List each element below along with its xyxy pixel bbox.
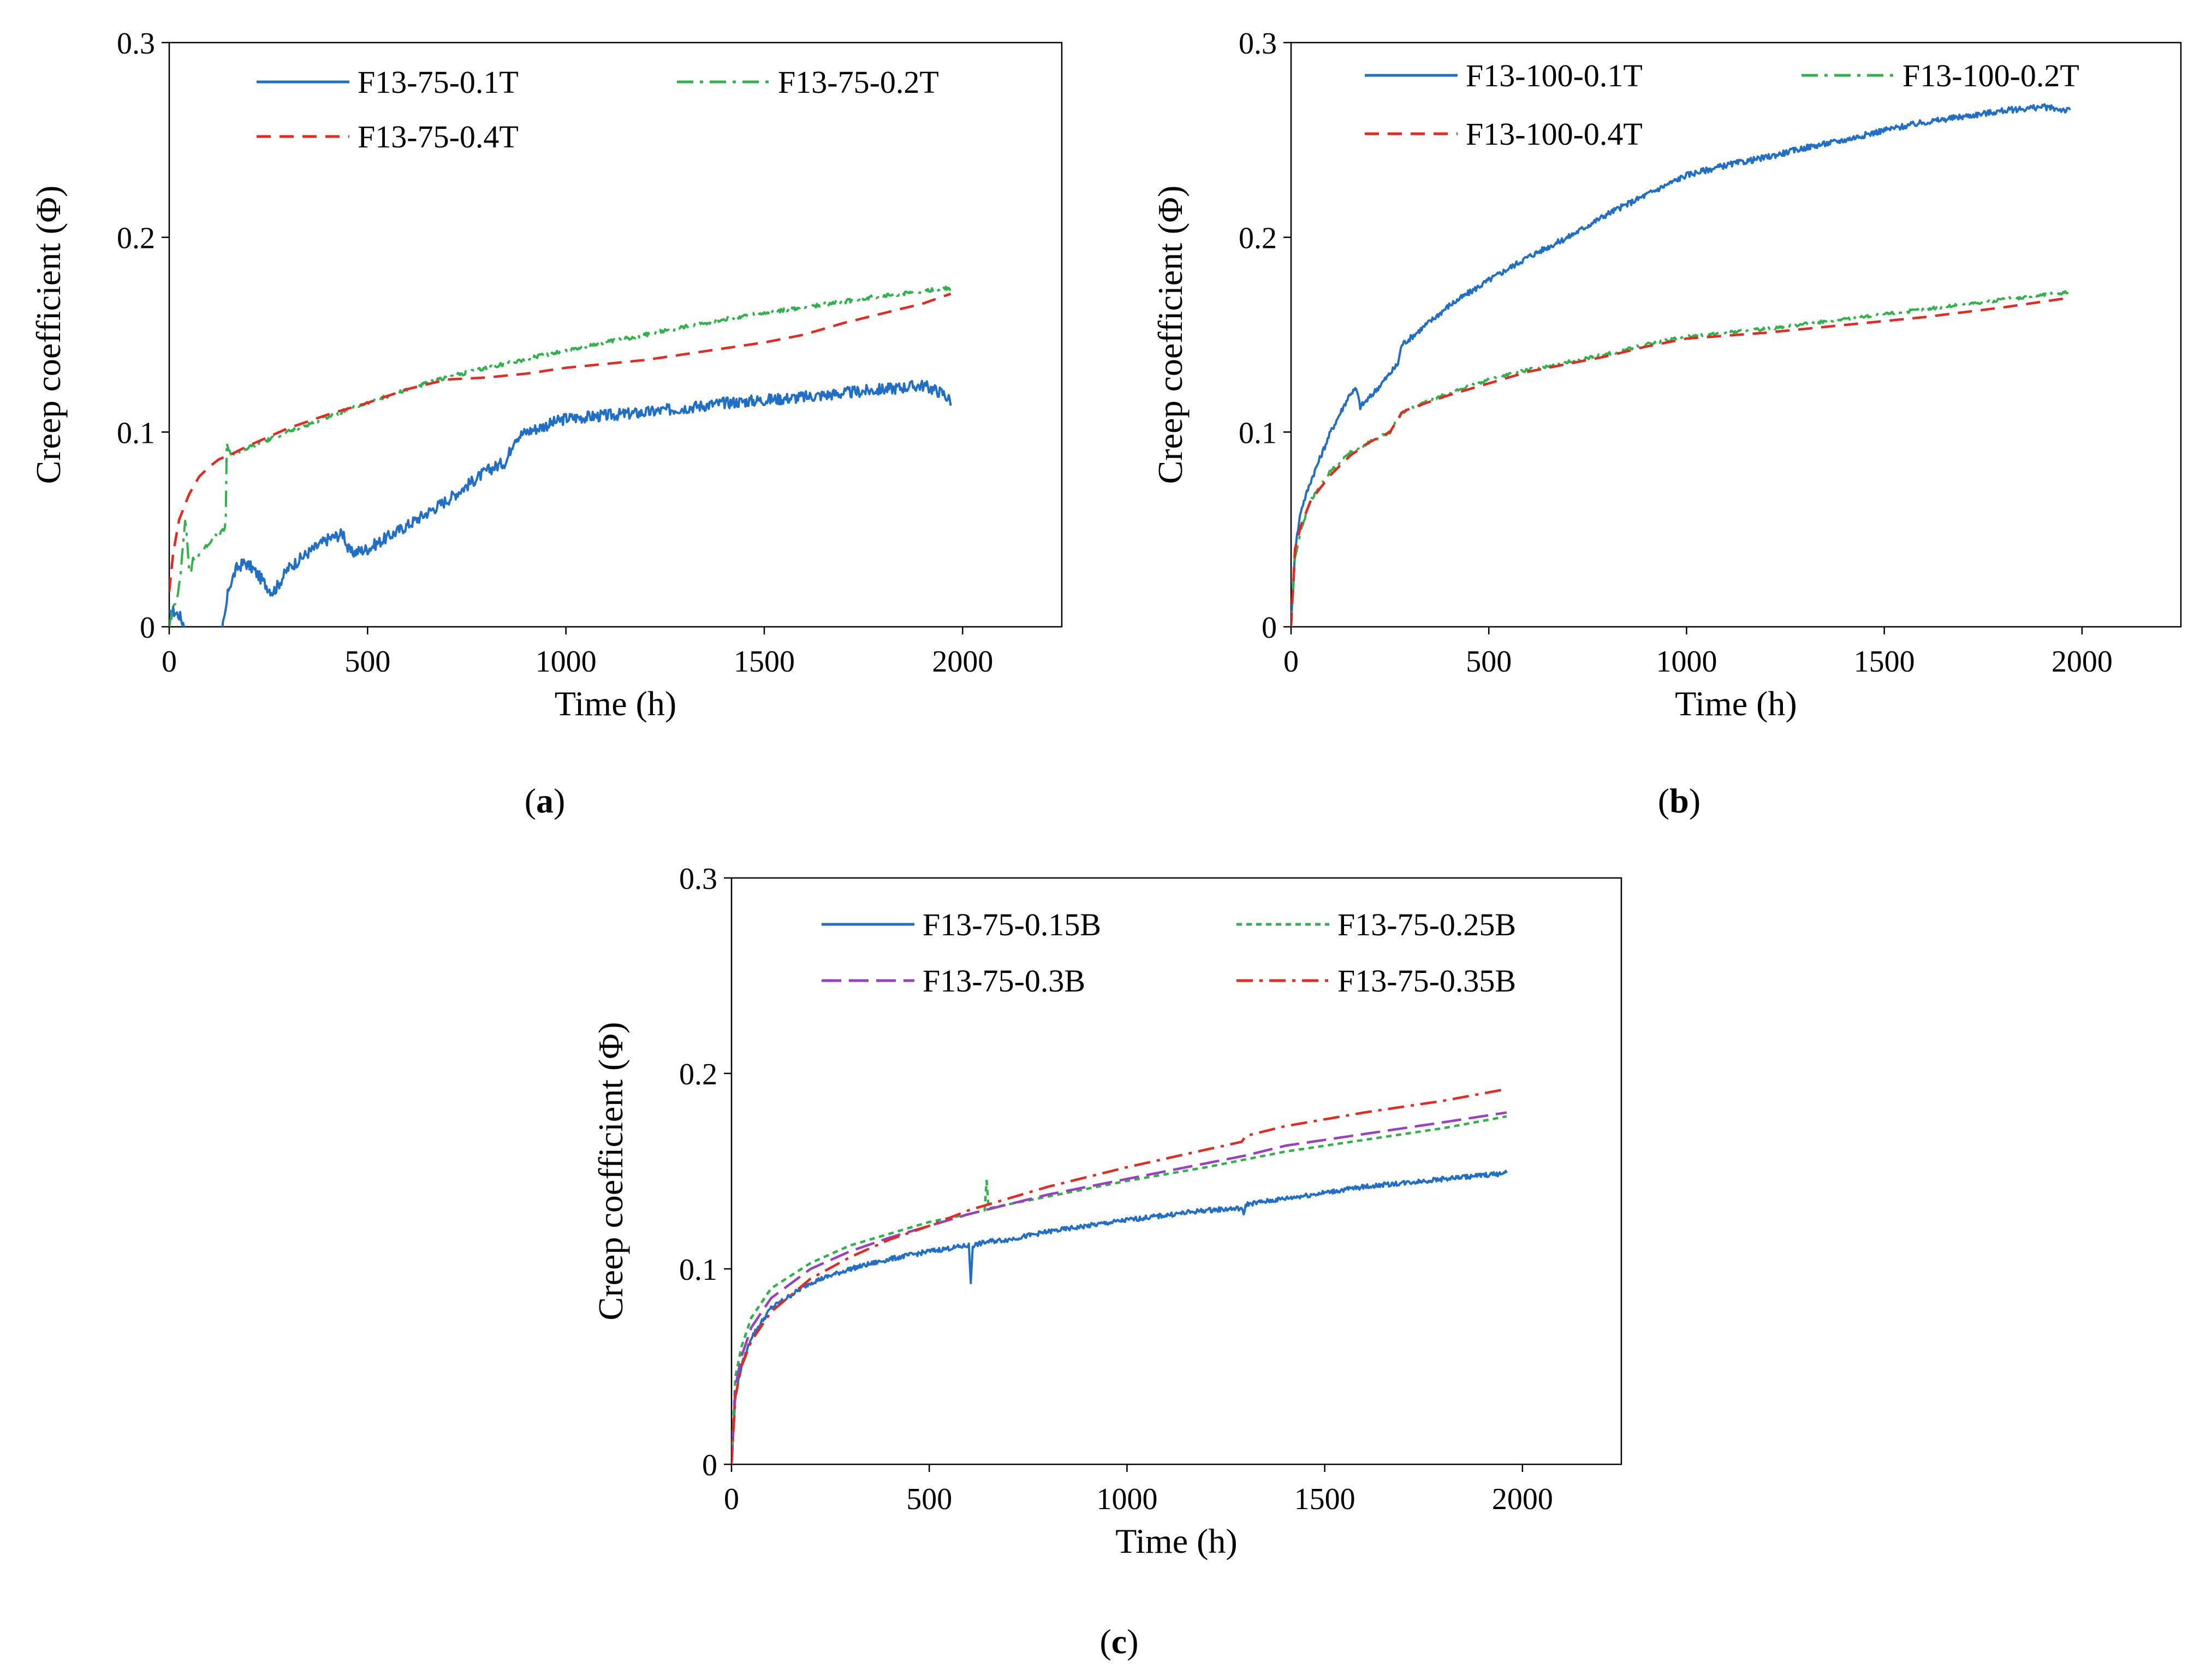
legend-label: F13-75-0.15B <box>923 907 1101 942</box>
series-group <box>169 286 952 627</box>
y-tick-label: 0.3 <box>1239 27 1277 61</box>
legend-label: F13-100-0.2T <box>1902 58 2079 93</box>
x-tick-label: 0 <box>162 645 177 679</box>
series-line <box>169 379 952 627</box>
y-tick-label: 0.3 <box>117 27 155 61</box>
y-tick-label: 0.1 <box>117 416 155 450</box>
y-tick-label: 0.2 <box>1239 222 1277 256</box>
y-tick-label: 0 <box>702 1449 717 1482</box>
x-axis-label: Time (h) <box>555 684 676 723</box>
caption-open-paren: ( <box>1658 781 1669 820</box>
x-tick-label: 500 <box>344 645 390 679</box>
x-tick-label: 1500 <box>1294 1482 1355 1516</box>
series-line <box>732 1111 1507 1464</box>
plot-frame <box>730 877 1622 1465</box>
y-tick-label: 0.2 <box>117 222 155 256</box>
y-tick-label: 0.2 <box>679 1058 717 1091</box>
x-axis-label: Time (h) <box>1115 1522 1237 1560</box>
y-tick-label: 0.1 <box>679 1253 717 1287</box>
x-tick-label: 2000 <box>2052 645 2113 679</box>
chart-c: 0 500 1000 1500 2000 0 0.1 0.2 0.3 Time (h) Creep … <box>591 862 1622 1661</box>
panel-caption: (c) <box>1099 1622 1138 1661</box>
legend-label: F13-75-0.4T <box>358 119 519 155</box>
x-tick-label: 2000 <box>1492 1482 1553 1516</box>
caption-close-paren: ) <box>554 781 565 820</box>
series-line <box>169 292 952 592</box>
legend-label: F13-75-0.25B <box>1337 907 1516 942</box>
x-tick-label: 1000 <box>1096 1482 1157 1516</box>
x-tick-label: 0 <box>724 1482 739 1516</box>
y-tick-label: 0 <box>1262 611 1277 645</box>
caption-letter: b <box>1669 781 1689 820</box>
caption-close-paren: ) <box>1689 781 1700 820</box>
x-axis-label: Time (h) <box>1675 684 1797 723</box>
x-tick-label: 500 <box>1466 645 1512 679</box>
series-line <box>732 1115 1507 1464</box>
panel-caption: (a) <box>525 781 566 820</box>
caption-letter: c <box>1111 1622 1127 1661</box>
legend-label: F13-75-0.35B <box>1337 963 1516 999</box>
series-line <box>1291 103 2071 627</box>
legend-label: F13-100-0.1T <box>1466 58 1643 93</box>
series-group <box>732 1088 1508 1464</box>
series-line <box>732 1170 1508 1464</box>
caption-letter: a <box>536 781 554 820</box>
x-tick-label: 1000 <box>1656 645 1717 679</box>
series-line <box>1291 296 2071 627</box>
caption-close-paren: ) <box>1127 1622 1138 1661</box>
legend-label: F13-75-0.3B <box>923 963 1085 999</box>
x-tick-label: 2000 <box>932 645 993 679</box>
y-tick-label: 0.1 <box>1239 416 1277 450</box>
panel-caption: (b) <box>1658 781 1700 820</box>
y-axis-label: Creep coefficient (Φ) <box>591 1022 630 1321</box>
legend-label: F13-75-0.2T <box>778 64 939 100</box>
legend-label: F13-75-0.1T <box>358 64 519 100</box>
series-group <box>1291 103 2071 627</box>
legend-label: F13-100-0.4T <box>1466 116 1643 152</box>
plot-frame <box>168 41 1063 628</box>
x-tick-label: 1500 <box>1854 645 1915 679</box>
chart-a: 0 500 1000 1500 2000 0 0.1 0.2 0.3 Time (h) Creep … <box>29 27 1063 820</box>
y-axis-label: Creep coefficient (Φ) <box>1151 186 1190 484</box>
caption-open-paren: ( <box>1099 1622 1111 1661</box>
y-tick-label: 0.3 <box>679 862 717 896</box>
plot-frame <box>1290 41 2182 628</box>
caption-open-paren: ( <box>525 781 536 820</box>
y-tick-label: 0 <box>140 611 155 645</box>
x-tick-label: 1000 <box>536 645 597 679</box>
series-line <box>732 1088 1507 1464</box>
chart-b: 0 500 1000 1500 2000 0 0.1 0.2 0.3 Time (h) Creep … <box>1151 27 2182 820</box>
x-tick-label: 0 <box>1283 645 1299 679</box>
x-tick-label: 500 <box>906 1482 952 1516</box>
y-axis-label: Creep coefficient (Φ) <box>29 186 68 484</box>
series-line <box>169 286 952 627</box>
x-tick-label: 1500 <box>734 645 795 679</box>
